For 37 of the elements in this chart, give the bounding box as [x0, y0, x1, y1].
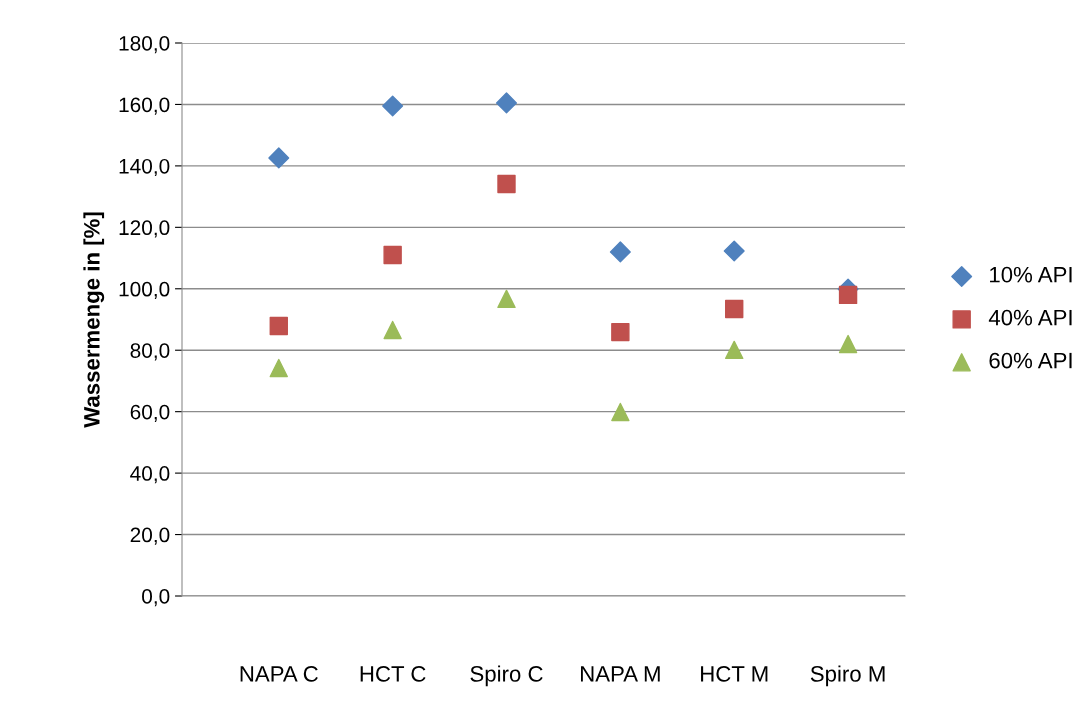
point [383, 320, 402, 340]
point [269, 316, 288, 336]
y-tick-label: 40,0 [130, 466, 170, 484]
point [497, 289, 516, 309]
point [725, 340, 744, 360]
legend-label: 40% API [988, 309, 1072, 326]
y-tick-label: 60,0 [130, 404, 170, 422]
point [269, 358, 288, 378]
y-tick-label: 80,0 [130, 343, 170, 361]
y-tick-label: 0,0 [142, 589, 170, 607]
x-tick-label: HCT C [360, 666, 426, 682]
x-tick-label: NAPA C [240, 666, 318, 682]
point [838, 285, 858, 305]
y-tick-label: 160,0 [119, 97, 170, 115]
point [723, 240, 745, 262]
point [495, 92, 518, 114]
point [383, 245, 402, 265]
x-tick-label: HCT M [701, 666, 768, 682]
x-tick-label: Spiro C [470, 665, 543, 687]
y-tick-label: 140,0 [119, 158, 170, 177]
point [838, 334, 858, 354]
x-tick-label: Spiro M [810, 665, 885, 687]
x-tick-label: NAPA M [581, 666, 660, 682]
legend-label: 60% API [989, 352, 1072, 369]
y-axis-title: Wassermenge in [%] [83, 212, 105, 428]
y-tick-label: 20,0 [130, 527, 170, 545]
point [725, 299, 744, 319]
y-tick-label: 100,0 [119, 281, 170, 299]
y-tick-label: 180,0 [119, 36, 170, 54]
y-tick-label: 120,0 [119, 220, 170, 238]
point [611, 402, 630, 422]
point [382, 95, 404, 117]
point [497, 174, 516, 194]
legend-label: 10% API [990, 266, 1072, 283]
point [611, 322, 630, 342]
point [609, 241, 631, 263]
point [268, 147, 290, 169]
